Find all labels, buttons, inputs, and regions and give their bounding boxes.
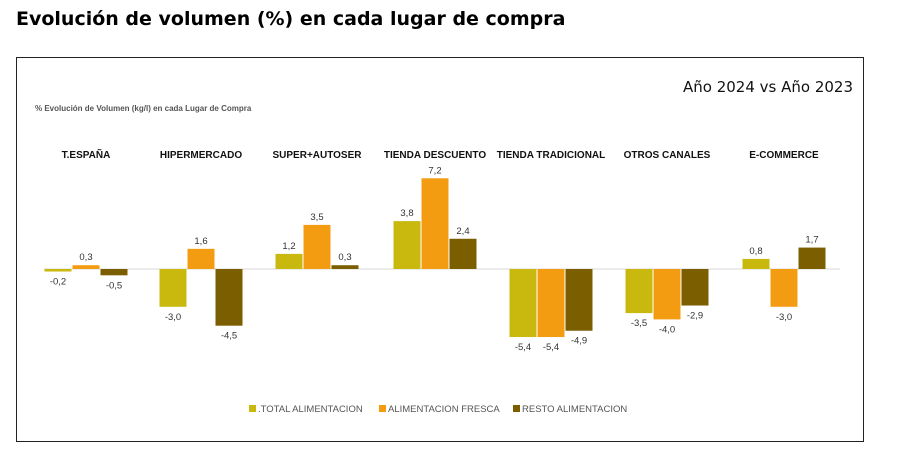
data-label: -2,9	[687, 311, 703, 322]
bar	[275, 253, 303, 269]
bar	[770, 269, 798, 307]
category-label: T.ESPAÑA	[62, 148, 111, 161]
category-label: SUPER+AUTOSER	[272, 150, 362, 161]
legend-label: RESTO ALIMENTACION	[522, 404, 627, 415]
data-label: -5,4	[543, 342, 559, 353]
data-label: -4,9	[571, 336, 587, 347]
legend-swatch	[249, 405, 256, 412]
bar	[72, 265, 100, 269]
bar	[798, 247, 826, 269]
comparison-label: Año 2024 vs Año 2023	[682, 78, 853, 96]
bar	[537, 269, 565, 338]
data-label: 0,3	[338, 252, 351, 263]
data-label: -0,5	[106, 280, 122, 291]
data-label: 3,5	[310, 212, 323, 223]
legend-swatch	[379, 405, 386, 412]
chart-frame: Año 2024 vs Año 2023 % Evolución de Volu…	[16, 57, 864, 442]
category-label: TIENDA TRADICIONAL	[497, 150, 606, 161]
bar-chart: T.ESPAÑA HIPERMERCADO SUPER+AUTOSER TIENDA …	[44, 148, 840, 415]
chart-subtitle: % Evolución de Volumen (kg/l) en cada Lu…	[35, 104, 252, 113]
category-label: TIENDA DESCUENTO	[384, 150, 486, 161]
category-label: OTROS CANALES	[624, 150, 711, 161]
data-label: 1,7	[805, 235, 818, 246]
bar	[215, 269, 243, 326]
data-label: 7,2	[428, 165, 441, 176]
category-label: E-COMMERCE	[749, 150, 819, 161]
bar	[159, 269, 187, 307]
data-label: -4,5	[221, 331, 237, 342]
bar	[449, 238, 477, 269]
bar	[681, 269, 709, 306]
data-label: 3,8	[400, 208, 413, 219]
bar	[565, 269, 593, 331]
data-label: -0,2	[50, 277, 66, 288]
data-label: 1,2	[282, 241, 295, 252]
data-label: -5,4	[515, 342, 531, 353]
bar	[44, 269, 72, 272]
bar	[100, 269, 128, 276]
data-label: -3,0	[165, 312, 181, 323]
data-label: -4,0	[659, 324, 675, 335]
bar	[331, 265, 359, 269]
data-label: -3,5	[631, 318, 647, 329]
category-label: HIPERMERCADO	[160, 150, 242, 161]
data-label: 0,3	[79, 252, 92, 263]
legend-swatch	[513, 405, 520, 412]
bar	[303, 224, 331, 269]
bar	[187, 248, 215, 269]
legend-label: ALIMENTACION FRESCA	[388, 404, 500, 415]
data-label: -3,0	[776, 312, 792, 323]
legend-label: .TOTAL ALIMENTACION	[258, 404, 363, 415]
bar	[393, 221, 421, 269]
data-label: 2,4	[456, 226, 469, 237]
bar	[625, 269, 653, 314]
bar	[742, 258, 770, 269]
bar	[421, 178, 449, 269]
bar	[653, 269, 681, 320]
data-label: 1,6	[194, 236, 207, 247]
bar	[509, 269, 537, 338]
data-label: 0,8	[749, 246, 762, 257]
page-title: Evolución de volumen (%) en cada lugar d…	[16, 8, 566, 30]
